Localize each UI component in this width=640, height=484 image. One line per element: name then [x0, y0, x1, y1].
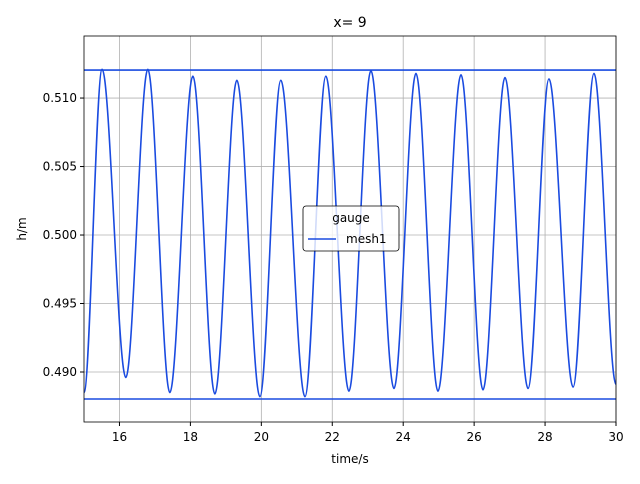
x-tick-label: 26 [466, 430, 481, 444]
y-tick-label: 0.510 [43, 91, 77, 105]
x-tick-label: 24 [396, 430, 411, 444]
plot-frame [83, 35, 617, 423]
y-tick-label: 0.505 [43, 160, 77, 174]
y-tick-label: 0.495 [43, 297, 77, 311]
y-tick-label: 0.500 [43, 228, 77, 242]
chart-title: x= 9 [333, 15, 366, 31]
x-tick-label: 22 [325, 430, 340, 444]
x-tick-label: 20 [254, 430, 269, 444]
y-axis-label: h/m [15, 217, 29, 240]
legend-label: mesh1 [346, 232, 387, 246]
x-tick-label: 28 [537, 430, 552, 444]
legend-title: gauge [332, 211, 370, 225]
x-tick-label: 16 [112, 430, 127, 444]
line-series [83, 68, 617, 398]
y-tick-label: 0.490 [43, 365, 77, 379]
x-tick-label: 18 [183, 430, 198, 444]
legend: gauge mesh1 [302, 205, 400, 252]
x-axis-label: time/s [331, 452, 368, 466]
x-tick-label: 30 [608, 430, 623, 444]
